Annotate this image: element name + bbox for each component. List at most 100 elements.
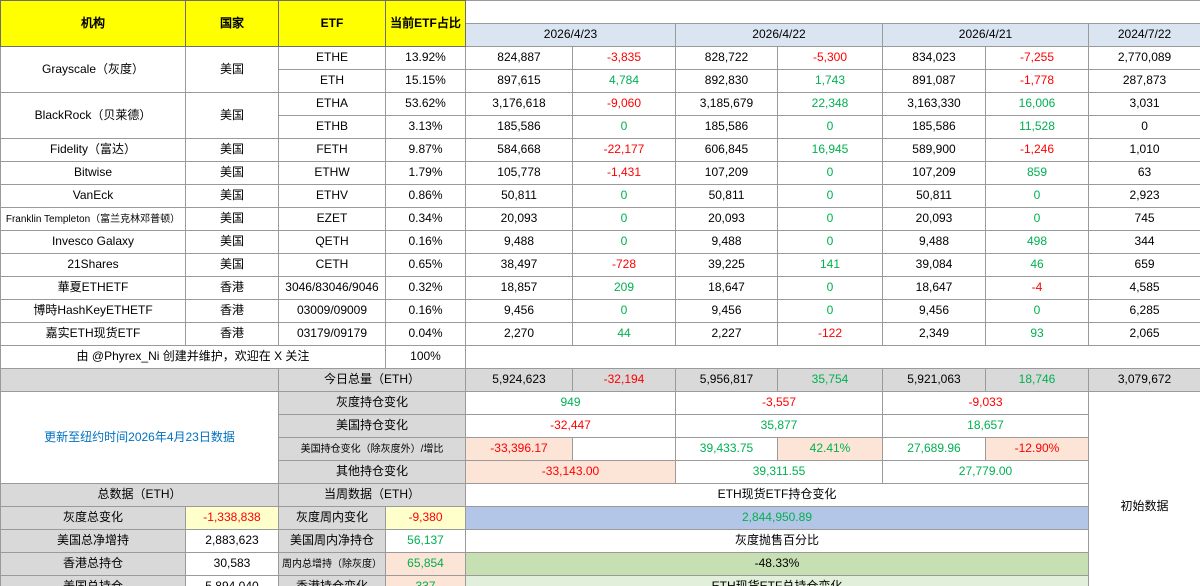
totals-value-cell: 5,924,623 <box>465 368 573 392</box>
bottom-row-1: 灰度总变化 -1,338,838 灰度周内变化 -9,380 2,844,950… <box>0 506 1200 530</box>
bottom-left-value: 30,583 <box>185 552 279 576</box>
bottom-left-label: 美国总净增持 <box>0 529 186 553</box>
header-top-strip-row: 机构 国家 ETF 当前ETF占比 <box>0 0 1200 47</box>
country-cell: 美国 <box>185 253 279 277</box>
summary-value: -3,557 <box>675 391 883 415</box>
etf-row: Grayscale（灰度） 美国 ETHE 13.92% 824,887 -3,835 82… <box>0 46 1200 93</box>
bottom-left-label: 香港总持仓 <box>0 552 186 576</box>
right-panel-change-value: 2,844,950.89 <box>465 506 1089 530</box>
update-note: 更新至纽约时间2026年4月23日数据 <box>0 391 279 484</box>
total-data-header: 总数据（ETH） <box>0 483 279 507</box>
etf-row: Invesco Galaxy 美国 QETH 0.16% 9,488 0 9,488 0 9,4… <box>0 230 1200 254</box>
etf-share-cell: 0.86% <box>385 184 466 208</box>
country-cell: 美国 <box>185 46 279 93</box>
holding-change-cell: 0 <box>572 184 676 208</box>
etf-share-cell: 9.87% <box>385 138 466 162</box>
bottom-mid-label: 香港持仓变化 <box>278 575 386 586</box>
etf-row: Fidelity（富达） 美国 FETH 9.87% 584,668 -22,177 606… <box>0 138 1200 162</box>
holding-value-cell: 39,225 <box>675 253 778 277</box>
holding-value-cell: 3,163,330 <box>882 92 986 116</box>
summary-value: 27,689.96 <box>882 437 986 461</box>
holding-value-cell: 185,586 <box>675 115 778 139</box>
holding-change-cell: -1,431 <box>572 161 676 185</box>
holding-change-cell: 0 <box>777 184 883 208</box>
holding-value-cell: 107,209 <box>882 161 986 185</box>
institution-cell: 博時HashKeyETHETF <box>0 299 186 323</box>
summary-value: -33,143.00 <box>465 460 676 484</box>
holding-value-cell: 39,084 <box>882 253 986 277</box>
summary-empty-cell <box>572 437 676 461</box>
holding-value-cell: 2,349 <box>882 322 986 346</box>
etf-row: 博時HashKeyETHETF 香港 03009/09009 0.16% 9,456 0 9… <box>0 299 1200 323</box>
totals-change-cell: -32,194 <box>572 368 676 392</box>
share-total-cell: 100% <box>385 345 466 369</box>
institution-cell: 華夏ETHETF <box>0 276 186 300</box>
holding-value-cell: 9,488 <box>882 230 986 254</box>
col-header-share: 当前ETF占比 <box>385 0 466 47</box>
summary-value: -32,447 <box>465 414 676 438</box>
holding-change-cell: -9,060 <box>572 92 676 116</box>
bottom-mid-label: 周内总增持（除灰度） <box>278 552 386 576</box>
etf-share-cell: 53.62% <box>385 92 466 116</box>
bottom-mid-label: 灰度周内变化 <box>278 506 386 530</box>
bottom-left-value: -1,338,838 <box>185 506 279 530</box>
holding-value-cell: 2,270 <box>465 322 573 346</box>
credit-empty-cell <box>464 345 1200 369</box>
etf-code-cell: ETHA <box>278 92 386 116</box>
holding-change-cell: 0 <box>777 161 883 185</box>
etf-rows-body: Grayscale（灰度） 美国 ETHE 13.92% 824,887 -3,835 82… <box>0 46 1200 346</box>
summary-label-us-change: 美国持仓变化 <box>278 414 466 438</box>
holding-change-cell: 0 <box>985 207 1089 231</box>
holding-change-cell: 0 <box>777 299 883 323</box>
holding-change-cell: 0 <box>777 207 883 231</box>
totals-row: 今日总量（ETH） 5,924,623 -32,194 5,956,817 35… <box>0 368 1200 392</box>
holding-change-cell: 1,743 <box>777 69 883 93</box>
holding-value-cell: 105,778 <box>465 161 573 185</box>
etf-code-cell: ETHB <box>278 115 386 139</box>
etf-share-cell: 0.65% <box>385 253 466 277</box>
institution-cell: Bitwise <box>0 161 186 185</box>
holding-value-cell: 2,770,089 <box>1087 46 1200 70</box>
summary-row-us-change: 美国持仓变化 -32,447 35,877 18,657 <box>1 414 1200 438</box>
holding-value-cell: 745 <box>1087 207 1200 231</box>
holding-value-cell: 9,456 <box>882 299 986 323</box>
holding-change-cell: 0 <box>572 207 676 231</box>
holding-value-cell: 606,845 <box>675 138 778 162</box>
holding-value-cell: 659 <box>1087 253 1200 277</box>
bottom-mid-value: 65,854 <box>385 552 466 576</box>
holding-value-cell: 4,585 <box>1087 276 1200 300</box>
holding-value-cell: 344 <box>1087 230 1200 254</box>
etf-share-cell: 0.32% <box>385 276 466 300</box>
holding-value-cell: 1,010 <box>1087 138 1200 162</box>
holding-change-cell: -7,255 <box>985 46 1089 70</box>
totals-value-cell: 3,079,672 <box>1087 368 1200 392</box>
totals-empty-cell <box>0 368 279 392</box>
holding-value-cell: 2,923 <box>1087 184 1200 208</box>
col-header-institution: 机构 <box>0 0 186 47</box>
holding-value-cell: 185,586 <box>465 115 573 139</box>
etf-code-cell: 03179/09179 <box>278 322 386 346</box>
country-cell: 香港 <box>185 322 279 346</box>
bottom-mid-label: 美国周内净持仓 <box>278 529 386 553</box>
etf-row: ETH 15.15% 897,615 4,784 892,830 1,743 891,087… <box>1 69 1200 93</box>
etf-code-cell: ETHE <box>278 46 386 70</box>
holding-value-cell: 589,900 <box>882 138 986 162</box>
summary-value: 39,311.55 <box>675 460 883 484</box>
holding-value-cell: 185,586 <box>882 115 986 139</box>
holding-value-cell: 3,185,679 <box>675 92 778 116</box>
holding-value-cell: 9,456 <box>675 299 778 323</box>
date-header-row: 2026/4/23 2026/4/22 2026/4/21 2024/7/22 <box>1 23 1200 47</box>
etf-share-cell: 0.16% <box>385 299 466 323</box>
bottom-mid-value: 56,137 <box>385 529 466 553</box>
holding-change-cell: 141 <box>777 253 883 277</box>
etf-row: VanEck 美国 ETHV 0.86% 50,811 0 50,811 0 50,811 0 2,… <box>0 184 1200 208</box>
right-panel-sell-pct-header: 灰度抛售百分比 <box>465 529 1089 553</box>
totals-change-cell: 18,746 <box>985 368 1089 392</box>
etf-row: 華夏ETHETF 香港 3046/83046/9046 0.32% 18,857 209 1… <box>0 276 1200 300</box>
etf-code-cell: ETHV <box>278 184 386 208</box>
institution-cell: Franklin Templeton（富兰克林邓普顿） <box>0 207 186 231</box>
date-header-2026-4-21: 2026/4/21 <box>882 23 1089 47</box>
holding-change-cell: -1,246 <box>985 138 1089 162</box>
summary-value: -33,396.17 <box>465 437 573 461</box>
